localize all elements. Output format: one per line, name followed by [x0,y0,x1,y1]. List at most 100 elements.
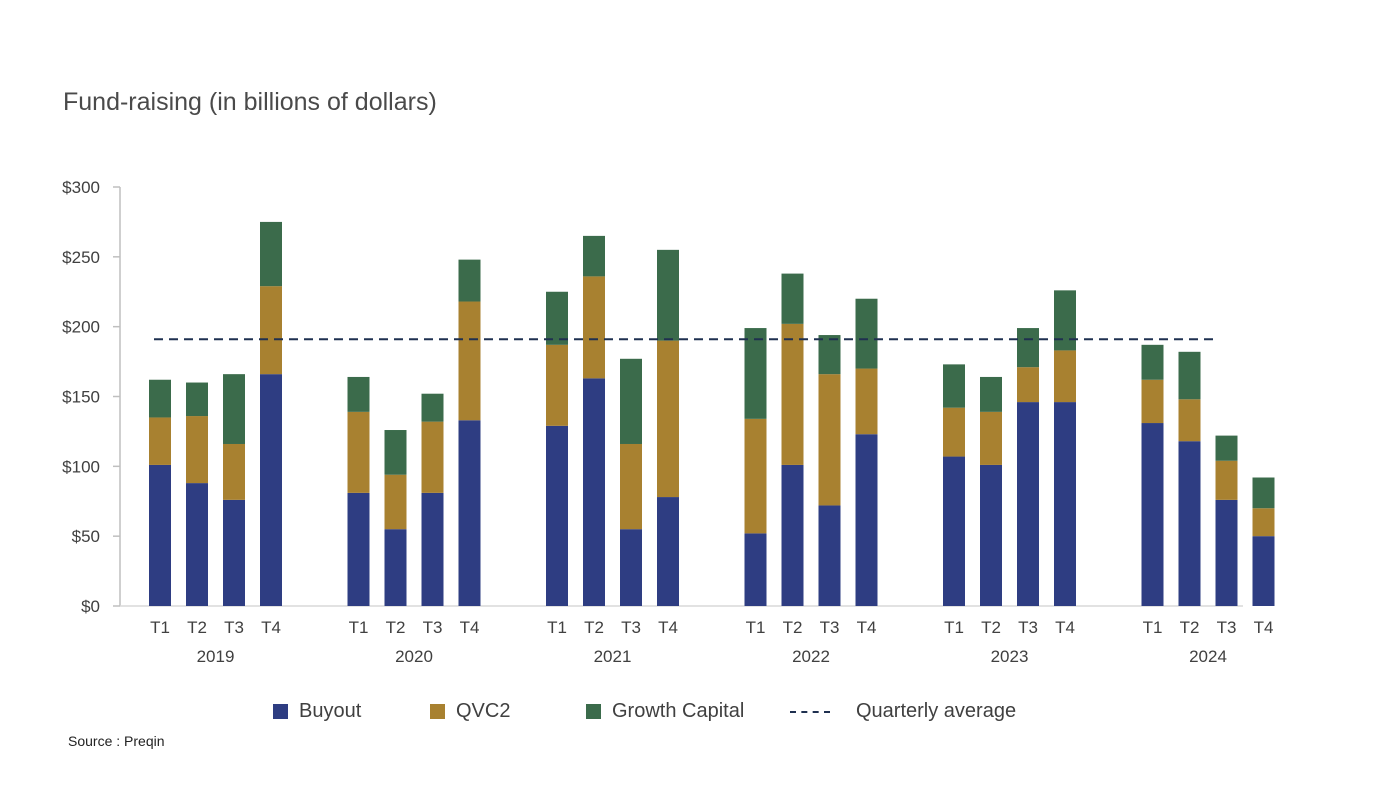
bar-qvc2-2024-t1 [1141,379,1164,424]
bar-qvc2-2022-t2 [781,323,804,465]
bar-buyout-2020-t2 [384,529,407,606]
bar-buyout-2024-t1 [1141,423,1164,606]
bar-growth-capital-2023-t2 [980,376,1002,412]
bar-qvc2-2019-t1 [149,417,171,465]
x-group-label: 2023 [991,647,1029,666]
bar-buyout-2022-t3 [818,505,841,606]
bar-growth-capital-2021-t3 [620,358,642,444]
bar-growth-capital-2021-t4 [657,249,679,341]
bar-growth-capital-2019-t3 [223,374,245,444]
bar-qvc2-2024-t3 [1215,460,1238,500]
legend-label: Buyout [299,700,362,722]
bar-growth-capital-2019-t2 [186,382,208,417]
bar-buyout-2022-t1 [744,533,767,606]
x-tick-label: T4 [1254,618,1274,637]
x-group-label: 2021 [594,647,632,666]
x-tick-label: T4 [460,618,480,637]
chart-title: Fund-raising (in billions of dollars) [63,88,437,116]
bar-buyout-2020-t1 [347,492,370,606]
legend-item-qvc2: QVC2 [430,700,510,723]
bar-qvc2-2024-t2 [1178,399,1201,442]
y-tick-label: $150 [62,388,100,407]
legend-label: QVC2 [456,700,511,722]
bar-growth-capital-2020-t4 [458,259,481,302]
bar-growth-capital-2020-t1 [347,376,370,412]
bar-buyout-2021-t4 [657,497,679,606]
x-tick-label: T2 [187,618,207,637]
bar-growth-capital-2022-t1 [744,328,767,419]
x-tick-label: T3 [1018,618,1038,637]
y-tick-label: $250 [62,248,100,267]
bar-buyout-2021-t3 [620,529,642,606]
bar-buyout-2024-t2 [1178,441,1201,606]
bar-buyout-2023-t4 [1054,402,1076,606]
x-tick-label: T4 [658,618,678,637]
x-tick-label: T2 [981,618,1001,637]
bar-growth-capital-2024-t4 [1252,477,1275,509]
bar-buyout-2021-t1 [546,425,568,606]
bar-buyout-2022-t4 [855,434,878,606]
x-tick-label: T3 [224,618,244,637]
bar-buyout-2024-t4 [1252,536,1275,606]
bar-buyout-2019-t2 [186,483,208,606]
x-tick-label: T1 [547,618,567,637]
x-tick-label: T3 [1217,618,1237,637]
bar-growth-capital-2023-t4 [1054,290,1076,351]
x-tick-label: T3 [820,618,840,637]
bar-qvc2-2024-t4 [1252,508,1275,537]
bar-qvc2-2022-t1 [744,418,767,534]
bar-growth-capital-2019-t4 [260,221,282,287]
x-tick-label: T2 [783,618,803,637]
bar-growth-capital-2022-t3 [818,335,841,375]
x-tick-label: T1 [746,618,766,637]
bar-buyout-2019-t4 [260,374,282,606]
bar-qvc2-2022-t4 [855,368,878,435]
y-tick-label: $100 [62,457,100,476]
bar-qvc2-2023-t4 [1054,350,1076,403]
x-tick-label: T4 [1055,618,1075,637]
x-tick-label: T2 [386,618,406,637]
bar-buyout-2024-t3 [1215,499,1238,606]
bar-qvc2-2021-t2 [583,276,605,379]
legend-swatch [586,704,601,719]
bar-growth-capital-2024-t1 [1141,344,1164,380]
y-tick-label: $300 [62,178,100,197]
bar-buyout-2019-t1 [149,464,171,606]
legend-item-quarterly-average: Quarterly average [790,700,1016,723]
bar-growth-capital-2023-t1 [943,364,965,408]
bar-buyout-2023-t3 [1017,402,1039,606]
bar-qvc2-2021-t4 [657,340,679,498]
bar-buyout-2019-t3 [223,499,245,606]
x-tick-label: T3 [423,618,443,637]
x-tick-label: T4 [261,618,281,637]
legend-dashed-line [790,710,830,713]
legend-item-growth-capital: Growth Capital [586,700,744,723]
legend-label: Quarterly average [856,700,1017,722]
x-tick-label: T3 [621,618,641,637]
x-tick-label: T2 [584,618,604,637]
chart-legend: Buyout QVC2 Growth Capital Quarterly averag… [0,700,1386,730]
x-tick-label: T1 [1143,618,1163,637]
x-group-label: 2022 [792,647,830,666]
bar-qvc2-2020-t3 [421,421,444,493]
x-tick-label: T1 [944,618,964,637]
bar-qvc2-2021-t3 [620,443,642,530]
x-group-label: 2019 [197,647,235,666]
bar-growth-capital-2022-t2 [781,273,804,324]
bar-qvc2-2023-t1 [943,407,965,457]
x-group-label: 2024 [1189,647,1227,666]
bar-growth-capital-2021-t1 [546,291,568,345]
x-tick-label: T1 [150,618,170,637]
bar-growth-capital-2022-t4 [855,298,878,369]
legend-item-buyout: Buyout [273,700,361,723]
bar-buyout-2023-t1 [943,456,965,606]
legend-swatch [273,704,288,719]
bar-growth-capital-2024-t3 [1215,435,1238,461]
bar-qvc2-2020-t2 [384,474,407,530]
bar-buyout-2023-t2 [980,464,1002,606]
bar-qvc2-2019-t3 [223,443,245,500]
bar-growth-capital-2019-t1 [149,379,171,418]
x-tick-label: T2 [1180,618,1200,637]
legend-label: Growth Capital [612,700,745,722]
